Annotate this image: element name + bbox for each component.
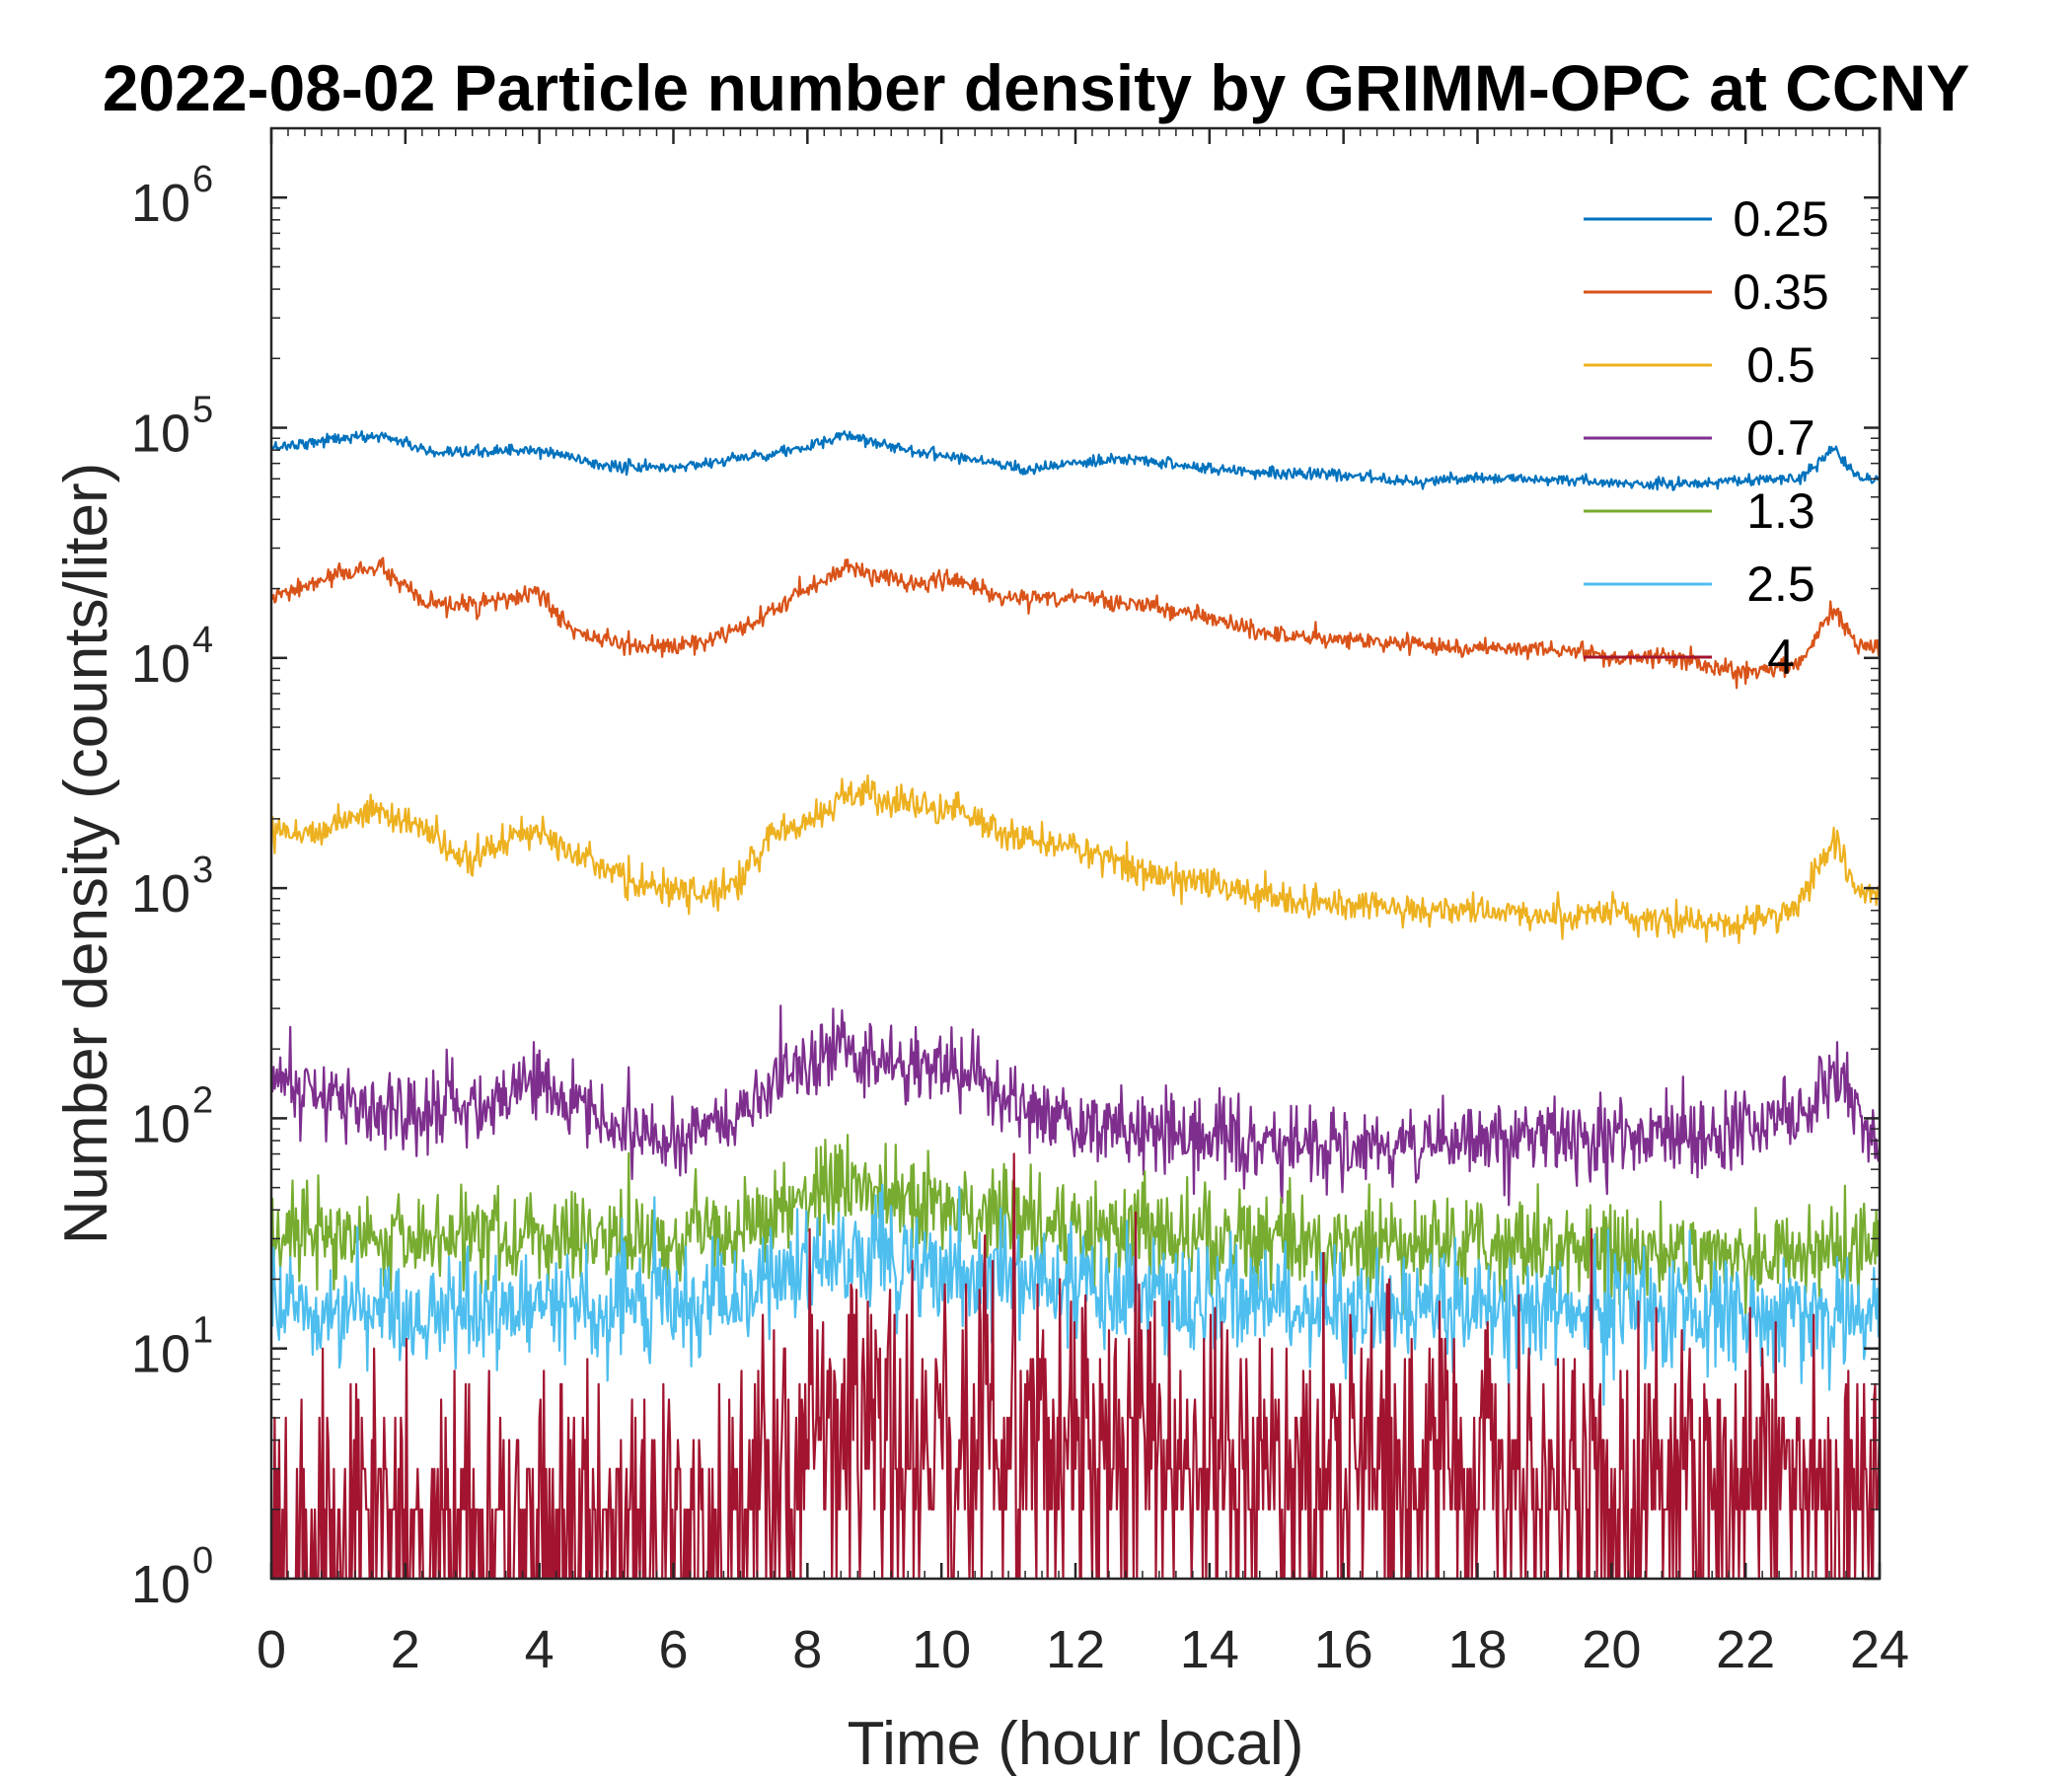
- x-tick-label: 10: [912, 1620, 971, 1679]
- x-tick-label: 18: [1447, 1620, 1507, 1679]
- legend-label: 4: [1767, 629, 1795, 685]
- y-tick-label: 10: [131, 1325, 190, 1384]
- series-line-0.25: [271, 429, 1880, 491]
- legend-label: 0.35: [1733, 264, 1828, 320]
- y-tick-exponent: 1: [192, 1310, 213, 1352]
- chart-title: 2022-08-02 Particle number density by GR…: [103, 51, 1970, 124]
- x-axis: 0 2 4 6 8 10 12 14 16 18 20 22 24: [257, 128, 1909, 1679]
- x-tick-label: 22: [1716, 1620, 1775, 1679]
- series-group: [271, 429, 1880, 1579]
- x-tick-label: 2: [391, 1620, 420, 1679]
- x-tick-label: 14: [1180, 1620, 1239, 1679]
- y-tick-exponent: 5: [192, 390, 213, 431]
- series-line-4: [271, 1152, 1880, 1579]
- legend-label: 1.3: [1746, 483, 1815, 539]
- y-tick-label: 10: [131, 1094, 190, 1153]
- minor-ticks: [271, 127, 1880, 1579]
- series-line-0.35: [271, 556, 1880, 690]
- x-tick-label: 6: [658, 1620, 688, 1679]
- x-tick-label: 24: [1850, 1620, 1909, 1679]
- y-tick-label: 10: [131, 634, 190, 694]
- x-tick-label: 16: [1314, 1620, 1373, 1679]
- y-tick-exponent: 0: [192, 1540, 213, 1582]
- y-tick-label: 10: [131, 864, 190, 924]
- y-tick-exponent: 3: [192, 850, 213, 891]
- y-tick-exponent: 4: [192, 620, 213, 661]
- legend: 0.25 0.35 0.5 0.7 1.3 2.5 4: [1584, 191, 1829, 685]
- series-line-0.7: [271, 1004, 1880, 1207]
- x-axis-label: Time (hour local): [848, 1710, 1304, 1776]
- y-axis-label: Number density (counts/liter): [52, 463, 120, 1245]
- x-tick-label: 8: [792, 1620, 822, 1679]
- series-line-2.5: [271, 1183, 1880, 1406]
- x-tick-label: 12: [1046, 1620, 1105, 1679]
- y-tick-exponent: 6: [192, 159, 213, 200]
- y-tick-exponent: 2: [192, 1079, 213, 1121]
- series-line-0.5: [271, 774, 1880, 944]
- legend-label: 0.7: [1746, 410, 1815, 466]
- legend-label: 0.25: [1733, 191, 1828, 247]
- x-tick-label: 0: [257, 1620, 286, 1679]
- y-tick-label: 10: [131, 405, 190, 464]
- legend-label: 0.5: [1746, 337, 1815, 393]
- x-tick-label: 4: [525, 1620, 555, 1679]
- y-tick-label: 10: [131, 1555, 190, 1614]
- x-tick-label: 20: [1582, 1620, 1641, 1679]
- y-tick-label: 10: [131, 174, 190, 233]
- legend-label: 2.5: [1746, 556, 1815, 612]
